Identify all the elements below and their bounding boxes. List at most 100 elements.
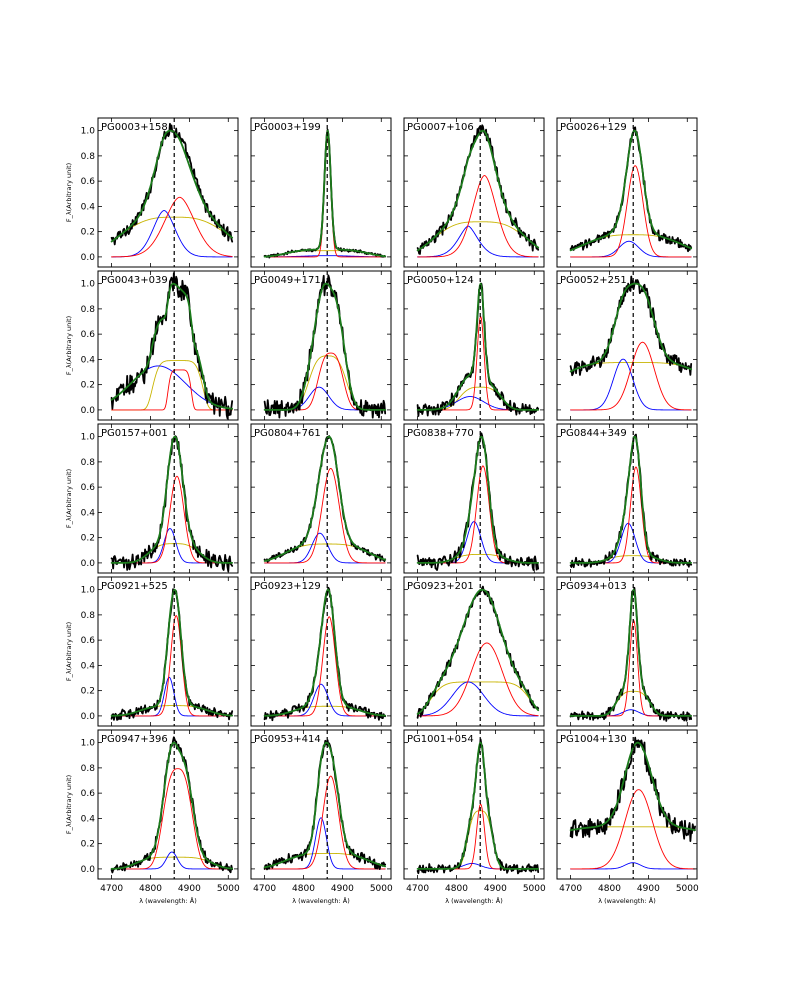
series-red-component — [111, 768, 233, 870]
panel-title: PG0157+001 — [101, 428, 168, 439]
x-tick-label: 5000 — [676, 884, 699, 894]
series-red-component — [570, 341, 692, 411]
series-blue-component — [264, 532, 386, 564]
x-tick-label: 4700 — [100, 884, 123, 894]
series-red-component — [264, 352, 386, 411]
panel-frame — [250, 270, 392, 421]
panel-title: PG0003+158 — [101, 122, 168, 133]
x-tick-label: 5000 — [217, 884, 240, 894]
panel-frame — [97, 270, 239, 421]
y-axis-label: F_λ(Arbitrary unit) — [65, 316, 73, 375]
series-total-fit — [263, 435, 387, 562]
x-tick-label: 4800 — [292, 884, 315, 894]
series-red-component — [417, 642, 539, 717]
y-tick-label: 0.6 — [81, 789, 96, 799]
series-blue-component — [570, 240, 692, 258]
panel-title: PG0921+525 — [101, 581, 168, 592]
panel-title: PG0804+761 — [254, 428, 321, 439]
panel-frame — [556, 270, 698, 421]
y-tick-label: 1.0 — [81, 127, 96, 137]
y-tick-label: 0.8 — [81, 458, 96, 468]
panel-pg0052-251: PG0052+251 — [556, 270, 698, 421]
series-observed-spectrum — [110, 435, 234, 573]
y-tick-label: 0.0 — [81, 406, 96, 416]
series-red-component — [417, 803, 539, 870]
y-axis-label: F_λ(Arbitrary unit) — [65, 163, 73, 222]
panel-pg0043-039: PG0043+039 0.0 0.2 0.4 0.6 0.8 1.0 F_λ(Arbitrar… — [65, 270, 239, 421]
y-tick-label: 0.2 — [81, 381, 95, 391]
panel-frame — [556, 576, 698, 727]
y-tick-label: 0.2 — [81, 840, 95, 850]
x-tick-label: 5000 — [370, 884, 393, 894]
x-tick-label: 4900 — [178, 884, 201, 894]
series-red-component — [417, 315, 539, 411]
panel-frame — [403, 423, 545, 574]
panel-pg0003-199: PG0003+199 — [250, 117, 392, 268]
panel-title: PG0923+201 — [407, 581, 474, 592]
panel-title: PG0953+414 — [254, 734, 321, 745]
panel-pg0921-525: PG0921+525 0.0 0.2 0.4 0.6 0.8 1.0 F_λ(Arbitrar… — [65, 576, 239, 727]
plot-area — [263, 435, 387, 564]
plot-area — [110, 588, 234, 721]
series-red-component — [111, 475, 233, 564]
x-tick-label: 4800 — [445, 884, 468, 894]
series-total-fit — [263, 282, 387, 411]
series-red-component — [570, 165, 692, 258]
panel-title: PG1001+054 — [407, 734, 474, 745]
plot-area — [110, 736, 234, 874]
series-observed-spectrum — [569, 275, 693, 377]
x-tick-label: 4800 — [598, 884, 621, 894]
panel-pg0947-396: PG0947+396 4700 4800 4900 5000 0.0 0.2 0.4 0.6 0.… — [65, 729, 240, 905]
series-total-fit — [110, 588, 234, 717]
y-tick-label: 1.0 — [81, 739, 96, 749]
series-observed-spectrum — [110, 122, 234, 246]
y-tick-label: 0.4 — [81, 814, 96, 824]
plot-area — [263, 274, 387, 419]
y-tick-label: 0.0 — [81, 865, 96, 875]
y-tick-label: 0.0 — [81, 712, 96, 722]
x-axis-label: λ (wavelength: Å) — [445, 896, 503, 905]
panel-title: PG0026+129 — [560, 122, 627, 133]
plot-area — [110, 435, 234, 573]
panel-frame — [250, 729, 392, 880]
x-axis-label: λ (wavelength: Å) — [598, 896, 656, 905]
series-observed-spectrum — [263, 435, 387, 563]
series-total-fit — [569, 282, 693, 373]
panel-pg0049-171: PG0049+171 — [250, 270, 392, 421]
plot-area — [263, 586, 387, 722]
series-total-fit — [110, 129, 234, 243]
y-tick-label: 0.8 — [81, 764, 96, 774]
series-red-component — [111, 196, 233, 258]
panel-pg0026-129: PG0026+129 — [556, 117, 698, 268]
y-axis-label: F_λ(Arbitrary unit) — [65, 622, 73, 681]
x-tick-label: 4900 — [484, 884, 507, 894]
panel-frame — [556, 423, 698, 574]
series-total-fit — [110, 741, 234, 870]
series-red-component — [264, 467, 386, 564]
y-tick-label: 0.4 — [81, 508, 96, 518]
y-tick-label: 0.6 — [81, 636, 96, 646]
plot-area — [569, 126, 693, 258]
x-tick-label: 4700 — [406, 884, 429, 894]
panel-frame — [250, 117, 392, 268]
panel-pg0804-761: PG0804+761 — [250, 423, 392, 574]
panel-pg0003-158: PG0003+158 0.0 0.2 0.4 0.6 0.8 1.0 F_λ(Arbitrar… — [65, 117, 239, 268]
series-total-fit — [110, 435, 234, 564]
series-red-component — [111, 615, 233, 717]
panel-title: PG0844+349 — [560, 428, 627, 439]
y-tick-label: 0.8 — [81, 305, 96, 315]
series-red-component — [264, 616, 386, 717]
series-total-fit — [569, 435, 693, 564]
panel-pg0157-001: PG0157+001 0.0 0.2 0.4 0.6 0.8 1.0 F_λ(Arbitrar… — [65, 423, 239, 574]
panel-frame — [250, 576, 392, 727]
series-total-fit — [263, 741, 387, 869]
series-observed-spectrum — [416, 585, 540, 719]
y-tick-label: 0.2 — [81, 687, 95, 697]
series-blue-component — [417, 225, 539, 258]
x-tick-label: 4700 — [253, 884, 276, 894]
panel-title: PG0043+039 — [101, 275, 168, 286]
series-total-fit — [416, 282, 540, 411]
series-total-fit — [416, 129, 540, 252]
y-axis-label: F_λ(Arbitrary unit) — [65, 469, 73, 528]
panel-frame — [403, 117, 545, 268]
